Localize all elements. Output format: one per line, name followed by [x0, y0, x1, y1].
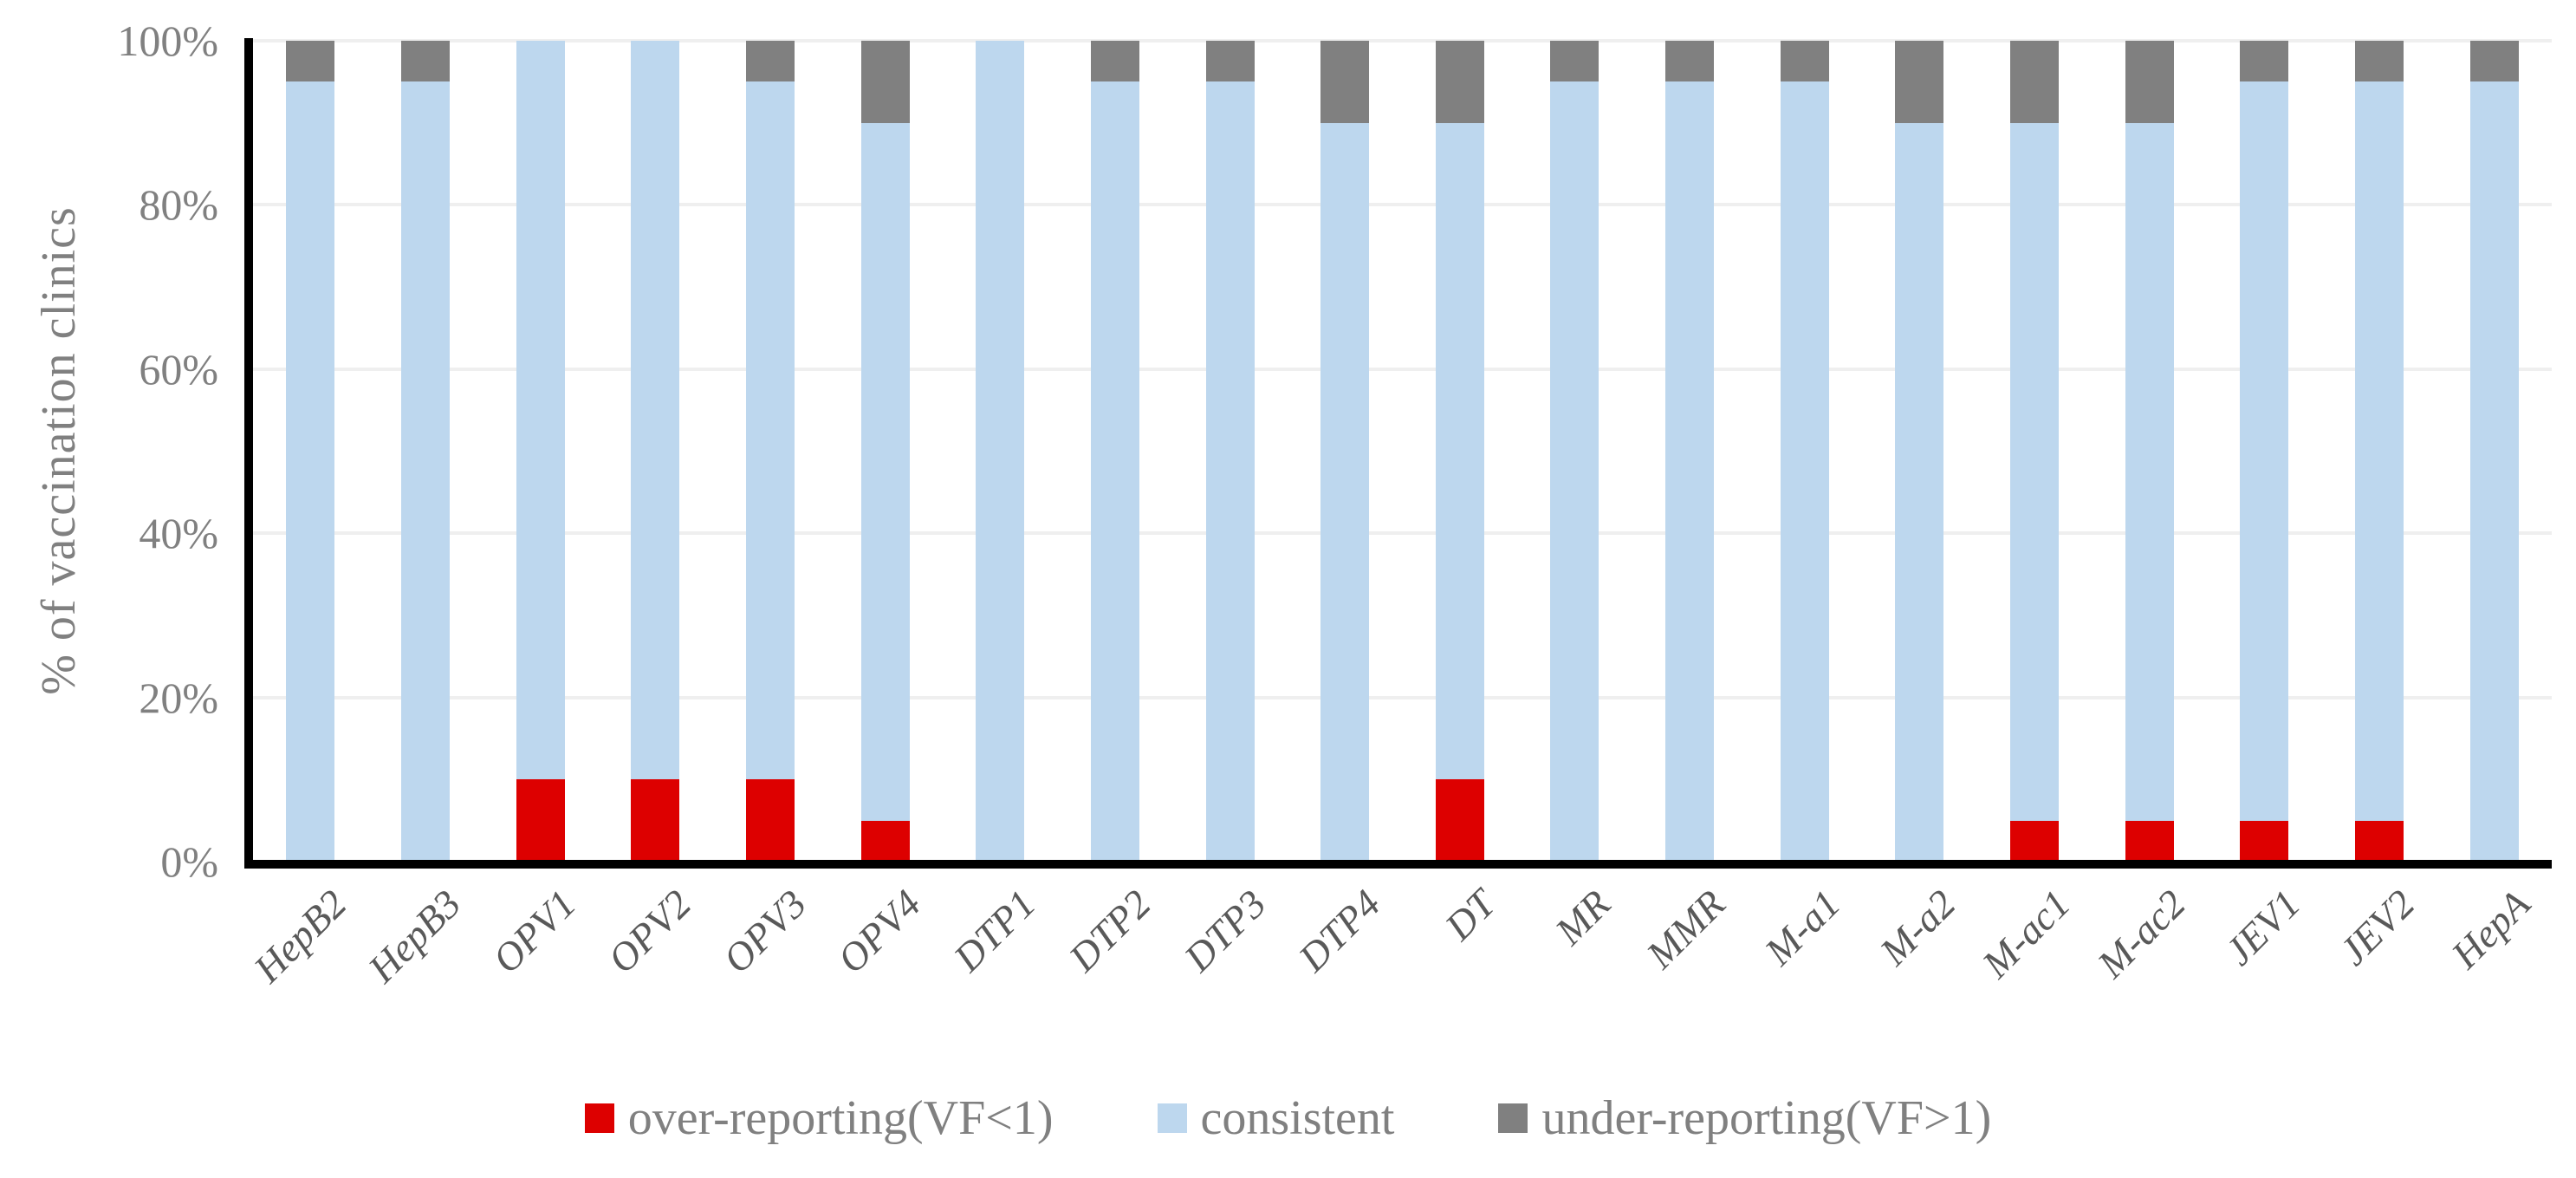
y-tick-label: 60% [139, 344, 218, 394]
x-axis-label-JEV1: JEV1 [2216, 881, 2309, 974]
bar-segment-HepA [2469, 81, 2519, 862]
x-axis-label-M-a2: M-a2 [1871, 881, 1964, 974]
bar-segment-DTP2 [1090, 41, 1139, 82]
legend-label: under-reporting(VF>1) [1541, 1091, 1992, 1145]
bar-segment-HepB3 [400, 41, 450, 82]
legend-item: consistent [1157, 1090, 1395, 1146]
x-axis-label-M-ac2: M-ac2 [2088, 881, 2194, 986]
bar-segment-DT [1435, 779, 1484, 862]
bar-segment-JEV2 [2355, 820, 2404, 862]
bar-segment-M-ac2 [2125, 820, 2174, 862]
x-axis-label-DTP2: DTP2 [1060, 881, 1159, 980]
gridline-60 [253, 367, 2552, 371]
x-axis-line [244, 860, 2552, 869]
bar-segment-HepA [2469, 41, 2519, 82]
gridline-40 [253, 531, 2552, 536]
y-tick-label: 100% [117, 16, 218, 65]
bar-segment-JEV2 [2355, 81, 2404, 821]
bar-segment-OPV1 [516, 41, 565, 780]
bar-segment-MMR [1665, 81, 1715, 862]
x-axis-label-OPV4: OPV4 [828, 881, 930, 982]
y-tick-label: 80% [139, 180, 218, 230]
bar-segment-M-a2 [1895, 122, 1944, 862]
bar-segment-JEV1 [2240, 41, 2289, 82]
bar-segment-DTP3 [1205, 81, 1255, 862]
bar-segment-OPV3 [745, 779, 795, 862]
bar-segment-DTP3 [1205, 41, 1255, 82]
bar-segment-OPV4 [860, 122, 910, 821]
legend-swatch [1157, 1103, 1187, 1133]
legend-item: over-reporting(VF<1) [584, 1090, 1054, 1146]
bar-segment-OPV4 [860, 41, 910, 123]
x-axis-label-M-a1: M-a1 [1756, 881, 1849, 974]
legend-label: consistent [1200, 1091, 1395, 1145]
bar-segment-M-ac1 [2010, 820, 2060, 862]
x-axis-label-OPV3: OPV3 [714, 881, 814, 982]
bar-segment-HepB3 [400, 81, 450, 862]
x-axis-label-DT: DT [1436, 881, 1504, 949]
bar-segment-DT [1435, 122, 1484, 780]
x-axis-label-MMR: MMR [1638, 881, 1734, 977]
bar-segment-JEV2 [2355, 41, 2404, 82]
x-axis-label-DTP4: DTP4 [1290, 881, 1389, 980]
bar-segment-M-ac2 [2125, 41, 2174, 123]
gridline-80 [253, 203, 2552, 207]
bar-segment-MR [1550, 81, 1599, 862]
x-axis-label-OPV1: OPV1 [483, 881, 585, 982]
bar-segment-OPV2 [631, 779, 680, 862]
x-axis-label-DTP3: DTP3 [1175, 881, 1275, 980]
bar-segment-JEV1 [2240, 81, 2289, 821]
y-tick-label: 20% [139, 673, 218, 722]
x-axis-label-MR: MR [1547, 881, 1619, 953]
bar-segment-DTP4 [1320, 122, 1370, 862]
bar-segment-M-ac1 [2010, 122, 2060, 821]
legend-swatch [584, 1103, 614, 1133]
x-axis-label-HepA: HepA [2443, 881, 2539, 977]
bar-segment-MMR [1665, 41, 1715, 82]
gridline-20 [253, 695, 2552, 700]
bar-segment-OPV2 [631, 41, 680, 780]
legend-item: under-reporting(VF>1) [1498, 1090, 1991, 1146]
legend: over-reporting(VF<1) consistent under-repo… [0, 1090, 2576, 1146]
x-axis-label-HepB3: HepB3 [360, 881, 470, 992]
bar-segment-M-ac1 [2010, 41, 2060, 123]
legend-label: over-reporting(VF<1) [627, 1091, 1054, 1145]
gridline-100 [253, 39, 2552, 42]
x-axis-label-M-ac1: M-ac1 [1973, 881, 2079, 986]
bar-segment-OPV3 [745, 41, 795, 82]
bar-segment-DTP4 [1320, 41, 1370, 123]
bar-segment-MR [1550, 41, 1599, 82]
bar-segment-M-a1 [1780, 81, 1829, 862]
y-tick-label: 40% [139, 509, 218, 558]
bar-segment-OPV3 [745, 81, 795, 780]
bar-segment-DT [1435, 41, 1484, 123]
bar-segment-OPV1 [516, 779, 565, 862]
y-axis-title: % of vaccination clinics [32, 206, 86, 695]
y-tick-label: 0% [160, 837, 218, 886]
legend-swatch [1498, 1103, 1528, 1133]
bar-segment-M-a1 [1780, 41, 1829, 82]
bar-segment-DTP2 [1090, 81, 1139, 862]
bar-segment-DTP1 [976, 41, 1025, 862]
x-axis-label-HepB2: HepB2 [244, 881, 355, 992]
x-axis-label-OPV2: OPV2 [599, 881, 700, 982]
bar-segment-OPV4 [860, 820, 910, 862]
bar-segment-M-ac2 [2125, 122, 2174, 821]
bar-segment-M-a2 [1895, 41, 1944, 123]
bar-segment-JEV1 [2240, 820, 2289, 862]
bar-segment-HepB2 [286, 81, 335, 862]
x-axis-label-DTP1: DTP1 [945, 881, 1044, 980]
y-axis-line [244, 38, 253, 869]
x-axis-label-JEV2: JEV2 [2331, 881, 2424, 974]
bar-segment-HepB2 [286, 41, 335, 82]
